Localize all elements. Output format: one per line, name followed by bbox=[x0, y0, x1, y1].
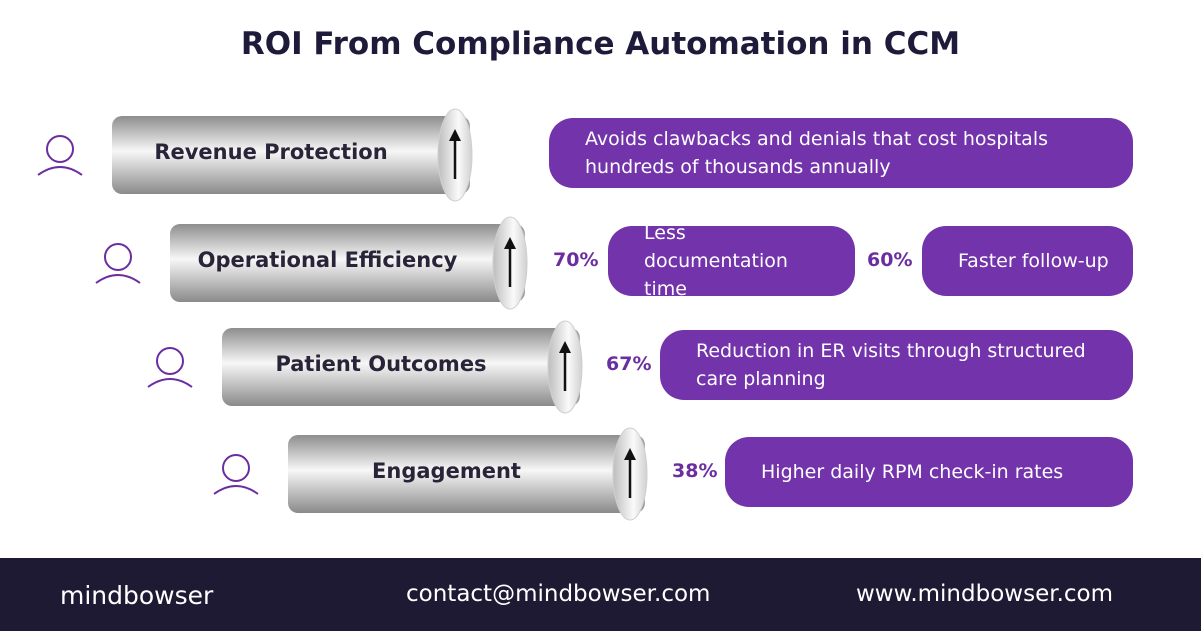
stat-pill: Higher daily RPM check-in rates bbox=[725, 437, 1133, 507]
row-label: Revenue Protection bbox=[154, 140, 388, 164]
row-label: Engagement bbox=[372, 459, 521, 483]
stat-pill: Faster follow-up bbox=[922, 226, 1133, 296]
arrow-head bbox=[504, 237, 516, 249]
icon bbox=[213, 485, 259, 495]
icon bbox=[104, 243, 132, 271]
icon bbox=[46, 135, 74, 163]
footer: mindbowser contact@mindbowser.com www.mi… bbox=[0, 558, 1201, 631]
title: ROI From Compliance Automation in CCM bbox=[240, 26, 961, 62]
row-label: Patient Outcomes bbox=[275, 352, 487, 376]
icon bbox=[95, 274, 141, 284]
stat-pill: Less documentation time bbox=[608, 222, 855, 300]
icon bbox=[37, 166, 83, 176]
icon bbox=[222, 454, 250, 482]
email: contact@mindbowser.com bbox=[406, 581, 711, 607]
icon bbox=[147, 378, 193, 388]
cylinder bbox=[112, 116, 470, 194]
percent: 70% bbox=[553, 249, 599, 271]
arrow-head bbox=[559, 341, 571, 353]
stat-pill: Reduction in ER visits through structure… bbox=[660, 330, 1133, 400]
stat-pill: Avoids clawbacks and denials that cost h… bbox=[549, 118, 1133, 188]
icon bbox=[156, 347, 184, 375]
percent: 60% bbox=[867, 249, 913, 271]
website: www.mindbowser.com bbox=[856, 581, 1113, 607]
cylinder bbox=[222, 328, 580, 406]
cylinder bbox=[170, 224, 525, 302]
percent: 38% bbox=[672, 460, 718, 482]
percent: 67% bbox=[606, 353, 652, 375]
row-label: Operational Efficiency bbox=[197, 248, 458, 272]
brand: mindbowser bbox=[60, 581, 214, 610]
arrow-head bbox=[449, 129, 461, 141]
cylinder bbox=[288, 435, 645, 513]
arrow-head bbox=[624, 448, 636, 460]
